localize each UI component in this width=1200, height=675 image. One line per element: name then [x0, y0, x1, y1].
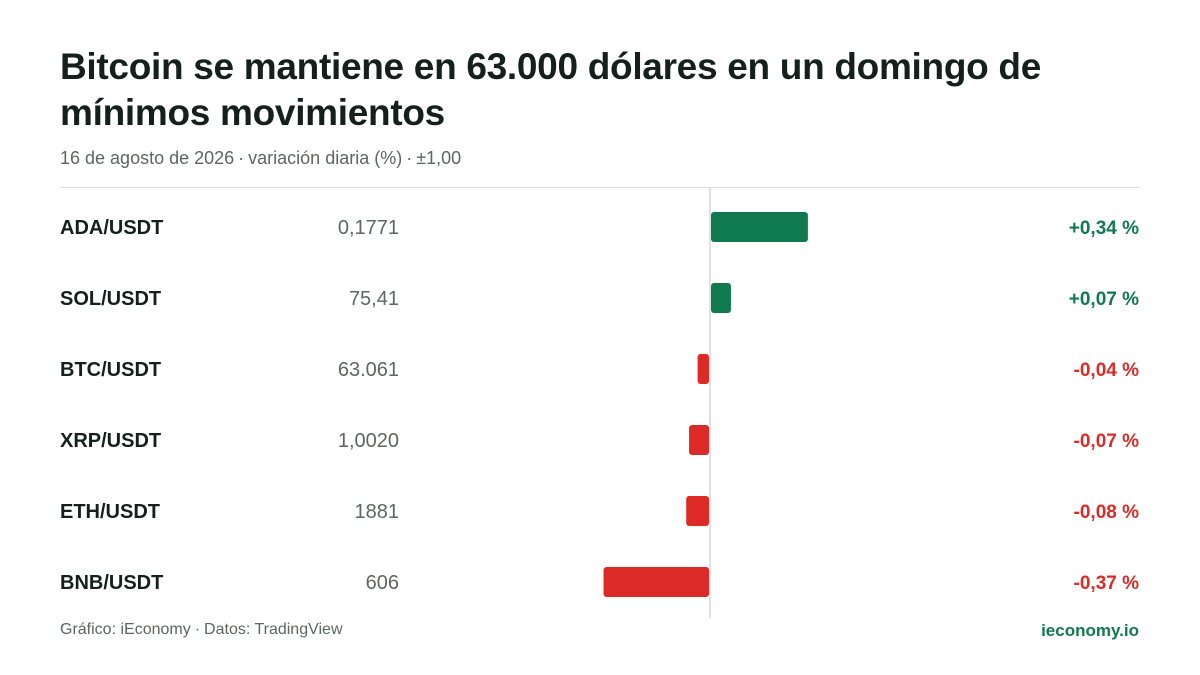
price-label: 75,41: [349, 288, 399, 310]
change-bar: [689, 425, 709, 455]
chart-title: Bitcoin se mantiene en 63.000 dólares en…: [60, 46, 1041, 133]
subtitle-separator: ·: [238, 148, 245, 168]
price-label: 606: [366, 572, 399, 594]
price-label: 63.061: [338, 359, 399, 381]
price-label: 1881: [355, 501, 400, 523]
subtitle-date: 16 de agosto de 2026: [60, 148, 235, 168]
price-label: 0,1771: [338, 217, 399, 239]
change-label: -0,04 %: [1074, 360, 1140, 381]
footer-data: Datos: TradingView: [204, 621, 343, 638]
change-bar: [711, 283, 731, 313]
change-label: +0,34 %: [1069, 218, 1139, 239]
change-bar: [697, 354, 709, 384]
header-divider: [60, 187, 1140, 188]
pair-label: SOL/USDT: [60, 288, 161, 310]
footer-credits: Gráfico: iEconomy · Datos: TradingView: [60, 621, 343, 639]
change-bar: [603, 567, 709, 597]
price-label: 1,0020: [338, 430, 399, 452]
footer-source: Gráfico: iEconomy: [60, 621, 191, 638]
subtitle-separator: ·: [406, 148, 413, 168]
pair-label: ETH/USDT: [60, 501, 160, 523]
brand-link[interactable]: ieconomy.io: [1041, 621, 1139, 640]
change-label: -0,08 %: [1074, 502, 1140, 523]
subtitle-metric: variación diaria (%): [248, 148, 403, 168]
pair-label: XRP/USDT: [60, 430, 161, 452]
pair-label: BTC/USDT: [60, 359, 161, 381]
bar-chart: ADA/USDT 0,1771 +0,34 % SOL/USDT 75,41 +0,07 …: [60, 188, 1140, 618]
change-bar: [711, 212, 808, 242]
change-label: +0,07 %: [1069, 289, 1139, 310]
chart-subtitle: 16 de agosto de 2026 · variación diaria (%…: [60, 148, 461, 169]
change-label: -0,07 %: [1074, 431, 1140, 452]
pair-label: ADA/USDT: [60, 217, 163, 239]
change-label: -0,37 %: [1074, 573, 1140, 594]
change-bar: [686, 496, 709, 526]
footer-separator: ·: [194, 621, 201, 638]
pair-label: BNB/USDT: [60, 572, 163, 594]
subtitle-range: ±1,00: [416, 148, 462, 168]
